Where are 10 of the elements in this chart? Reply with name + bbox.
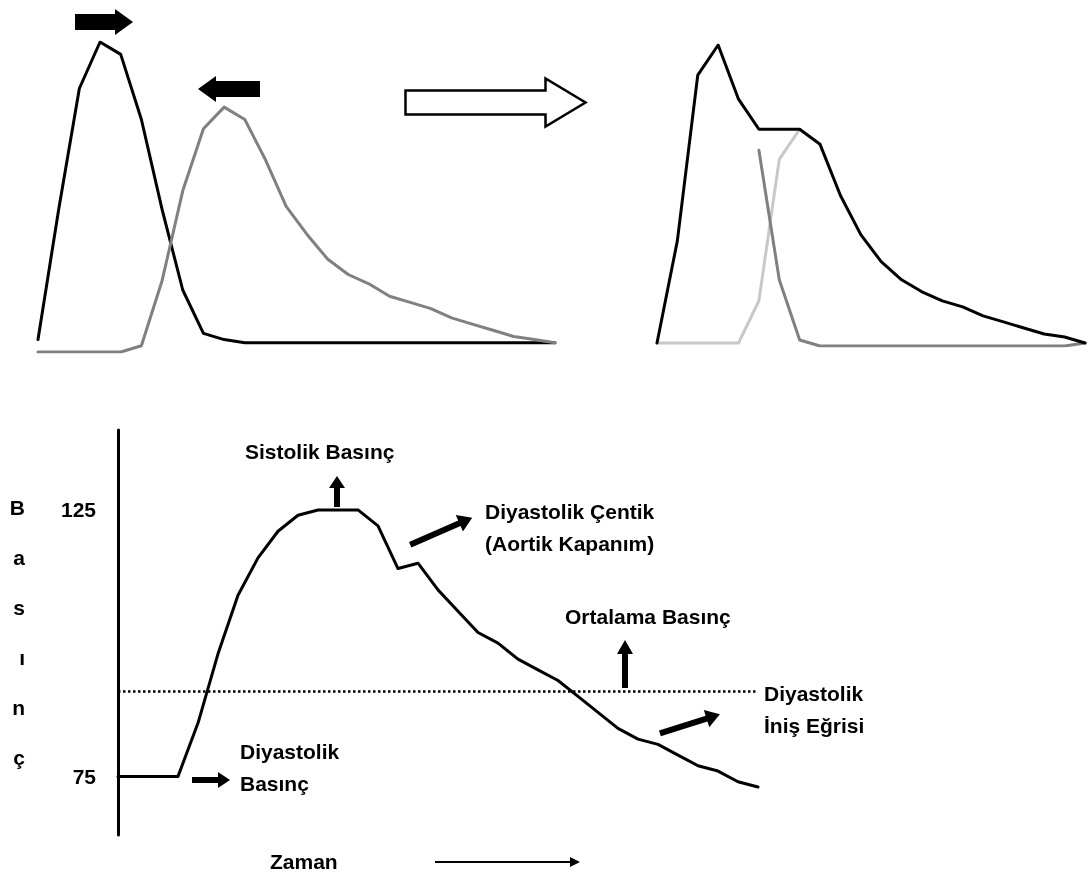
annotation: Diyastolik Çentik (Aortik Kapanım) [485, 499, 656, 557]
x-axis-title: Zaman [270, 849, 338, 875]
text: Diyastolik İniş Eğrisi [764, 681, 866, 739]
text: Basınç [9, 496, 25, 769]
y-axis-title: Basınç [240, 772, 309, 795]
text: Diyastolik [240, 740, 340, 763]
y-tick-label: 125 [60, 498, 97, 522]
annotation: Sistolik Basınç [245, 439, 396, 465]
y-tick-label: 75 [72, 764, 97, 788]
ref-line-label: Ortalama Basınç [565, 604, 731, 630]
